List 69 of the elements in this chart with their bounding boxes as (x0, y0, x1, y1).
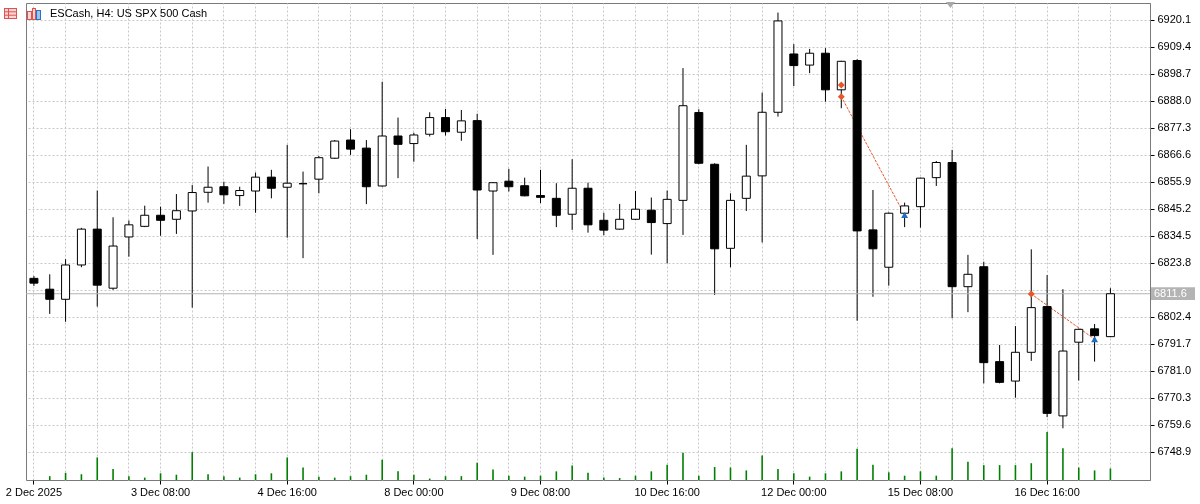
candlestick (330, 139, 340, 160)
x-tick-label: 15 Dec 08:00 (887, 485, 954, 498)
y-tick-label: 6866.6 (1157, 148, 1192, 161)
y-tick-label: 6770.3 (1157, 391, 1192, 404)
candlestick (805, 48, 815, 74)
candlestick (630, 190, 640, 221)
candlestick (1090, 323, 1100, 363)
x-tick-label: 9 Dec 08:00 (510, 485, 571, 498)
candlestick (346, 128, 356, 156)
candlestick (551, 182, 561, 228)
x-tick-label: 4 Dec 16:00 (257, 485, 317, 498)
y-tick-label: 6909.4 (1157, 40, 1192, 53)
candlestick (203, 166, 213, 204)
candlestick (441, 108, 451, 136)
candlestick (219, 181, 229, 205)
candlestick (187, 184, 197, 309)
candlestick (1074, 328, 1084, 382)
candlestick (963, 254, 973, 313)
x-tick-label: 2 Dec 2025 (5, 485, 63, 498)
x-tick-label: 3 Dec 08:00 (130, 485, 191, 498)
chart-title: ESCash, H4: US SPX 500 Cash (50, 7, 208, 19)
candlestick (45, 273, 55, 315)
candlestick (124, 220, 134, 258)
candlestick (251, 172, 261, 214)
y-tick-label: 6823.8 (1157, 256, 1192, 269)
candlestick (488, 181, 498, 256)
candlestick (599, 212, 609, 236)
candlestick (171, 193, 181, 235)
candlestick (425, 111, 435, 138)
y-tick-label: 6781.0 (1157, 364, 1192, 377)
y-tick-label: 6920.1 (1157, 13, 1192, 26)
candlestick (504, 168, 514, 193)
y-tick-label: 6855.9 (1157, 175, 1192, 188)
y-tick-label: 6759.6 (1157, 418, 1192, 431)
candlestick (789, 43, 799, 87)
candlestick (314, 155, 324, 194)
candlestick (615, 203, 625, 231)
candlestick (409, 132, 419, 163)
candlestick (456, 109, 466, 142)
candlestick (536, 169, 546, 204)
y-tick-label: 6791.7 (1157, 337, 1192, 350)
candlestick (266, 169, 276, 199)
x-tick-label: 16 Dec 16:00 (1014, 485, 1080, 498)
candlestick (931, 160, 941, 187)
y-tick-label: 6748.9 (1157, 445, 1192, 458)
point (901, 212, 909, 218)
point (837, 81, 845, 89)
y-tick-label: 6802.4 (1157, 310, 1192, 323)
y-tick-label: 6845.2 (1157, 202, 1192, 215)
y-tick-label: 6834.5 (1157, 229, 1192, 242)
ref-line-label: 6811.6 (1154, 286, 1187, 299)
y-tick-label: 6877.3 (1157, 121, 1192, 134)
point (1091, 336, 1099, 343)
candlestick (900, 202, 910, 228)
x-tick-label: 8 Dec 00:00 (384, 485, 444, 498)
x-tick-label: 12 Dec 00:00 (761, 485, 827, 498)
x-tick-label: 10 Dec 16:00 (634, 485, 700, 498)
y-tick-label: 6898.7 (1157, 67, 1192, 80)
candlestick (646, 197, 656, 256)
y-tick-label: 6888.0 (1157, 94, 1192, 107)
candlestick (235, 186, 245, 207)
candlestick (156, 206, 166, 237)
point (1027, 290, 1035, 298)
candlestick (282, 144, 292, 239)
candlestick (995, 344, 1005, 384)
candlestick (868, 189, 878, 298)
candlestick (741, 144, 751, 212)
point (837, 93, 845, 101)
candlestick (393, 117, 403, 179)
